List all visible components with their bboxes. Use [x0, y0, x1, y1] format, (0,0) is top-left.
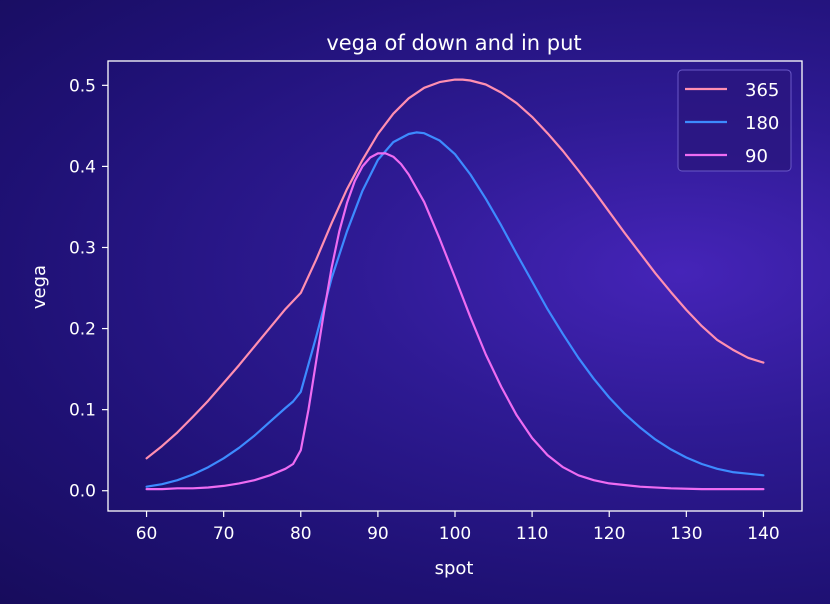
y-tick-label: 0.4 — [69, 157, 96, 177]
x-axis-ticks: 60 70 80 90 100 110 120 130 140 — [136, 511, 780, 544]
x-tick-label: 80 — [290, 524, 312, 544]
x-tick-label: 120 — [593, 524, 625, 544]
plot-series — [145, 78, 765, 491]
x-axis-label: spot — [435, 558, 474, 579]
x-tick-label: 100 — [439, 524, 471, 544]
legend-label-180: 180 — [745, 113, 779, 134]
chart-title: vega of down and in put — [326, 31, 581, 55]
legend-box — [677, 69, 792, 172]
y-axis-label: vega — [29, 265, 50, 309]
y-axis-ticks: 0.0 0.1 0.2 0.3 0.4 0.5 — [69, 76, 108, 502]
y-tick-label: 0.1 — [69, 401, 96, 421]
x-tick-label: 130 — [670, 524, 702, 544]
x-tick-label: 140 — [747, 524, 779, 544]
y-tick-label: 0.5 — [69, 76, 96, 96]
legend: 365 180 90 — [677, 69, 792, 172]
series-line-365 — [145, 78, 765, 460]
x-tick-label: 70 — [213, 524, 235, 544]
y-tick-label: 0.0 — [69, 482, 96, 502]
y-tick-label: 0.2 — [69, 320, 96, 340]
legend-label-365: 365 — [745, 80, 779, 101]
series-line-180 — [145, 131, 765, 488]
x-tick-label: 110 — [516, 524, 548, 544]
legend-label-90: 90 — [745, 146, 768, 167]
x-tick-label: 90 — [367, 524, 389, 544]
series-line-90 — [145, 152, 765, 491]
y-tick-label: 0.3 — [69, 238, 96, 258]
x-tick-label: 60 — [136, 524, 158, 544]
